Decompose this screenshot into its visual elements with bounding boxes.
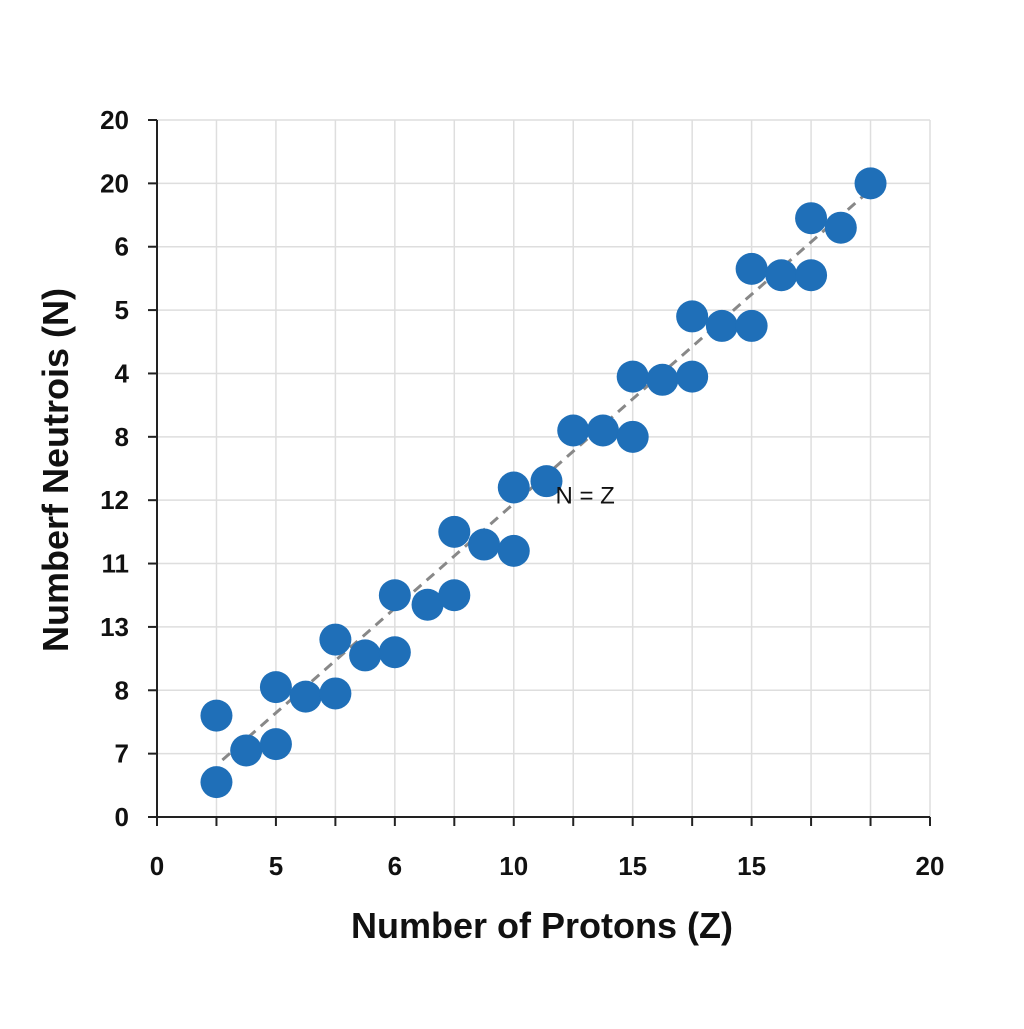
annotations: N = Z [555,482,614,509]
y-tick-label: 11 [102,549,130,579]
data-point [765,259,798,292]
data-point [468,528,501,561]
data-point [557,414,590,447]
y-tick-label: 12 [100,485,129,515]
y-tick-label: 13 [100,612,129,642]
data-point [378,579,411,612]
data-point [349,639,382,672]
data-points [200,167,887,799]
data-point [616,420,649,453]
annotation-label: N = Z [555,482,614,509]
data-point [230,734,263,767]
y-tick-label: 0 [115,802,129,832]
data-point [824,211,857,244]
data-point [676,300,709,333]
data-point [735,252,768,285]
data-point [586,414,619,447]
x-tick-label: 10 [499,851,528,881]
y-tick-label: 4 [115,358,130,388]
data-point [259,671,292,704]
data-point [200,699,233,732]
data-point [735,309,768,342]
y-tick-label: 7 [115,739,129,769]
x-tick-label: 15 [618,851,647,881]
data-point [319,623,352,656]
data-point [319,677,352,710]
data-point [676,360,709,393]
data-point [200,766,233,799]
data-point [411,588,444,621]
data-point [438,515,471,548]
x-axis-title: Number of Protons (Z) [351,905,733,946]
grid [157,119,931,817]
data-point [616,360,649,393]
data-point [854,167,887,200]
data-point [289,680,322,713]
x-tick-label: 15 [737,851,766,881]
y-tick-label: 20 [100,105,129,135]
x-tick-label: 5 [269,851,283,881]
ticks: 0 5 6 10 15 15 20 0 7 8 13 11 12 8 4 5 6 20 20 [100,105,944,881]
y-axis-title: Numberf Neutrois (N) [35,288,76,652]
x-tick-label: 0 [150,851,164,881]
y-tick-label: 6 [115,232,129,262]
y-tick-label: 8 [115,422,129,452]
data-point [795,202,828,235]
axes [156,120,930,818]
y-tick-label: 20 [100,168,129,198]
x-tick-label: 20 [916,851,945,881]
data-point [795,259,828,292]
y-tick-label: 5 [115,295,129,325]
y-tick-label: 8 [115,675,129,705]
data-point [259,728,292,761]
data-point [438,579,471,612]
data-point [705,309,738,342]
data-point [378,636,411,669]
data-point [530,465,563,498]
data-point [497,534,530,567]
data-point [646,363,679,396]
data-point [497,471,530,504]
x-tick-label: 6 [388,851,402,881]
